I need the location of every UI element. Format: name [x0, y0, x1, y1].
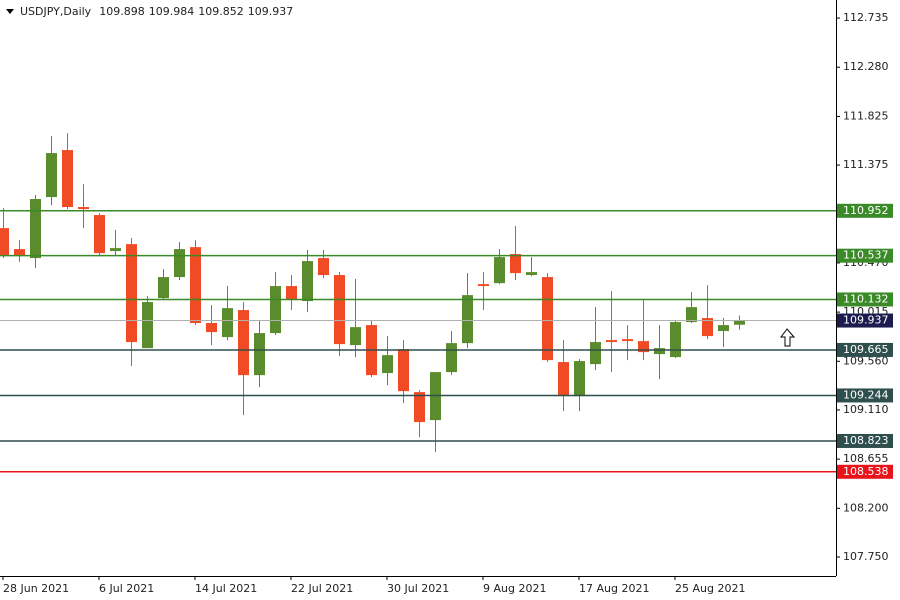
ohlc-readout: 109.984 [149, 5, 195, 18]
candle-body [382, 355, 393, 374]
candle-body [174, 249, 185, 278]
candle-body [414, 392, 425, 423]
candle-body [670, 322, 681, 358]
y-tick-label: 112.735 [843, 11, 889, 24]
candle-body [14, 249, 25, 256]
candle-body [542, 277, 553, 361]
level-label: 110.952 [843, 204, 889, 217]
x-tick-label: 25 Aug 2021 [675, 582, 745, 595]
shift-arrow[interactable] [780, 328, 796, 347]
candle-body [350, 327, 361, 346]
candle-body [686, 307, 697, 323]
candle-body [494, 257, 505, 284]
candle-body [334, 275, 345, 345]
x-tick-label: 22 Jul 2021 [291, 582, 353, 595]
candle-body [718, 325, 729, 332]
candle-body [302, 261, 313, 302]
level-label: 109.665 [843, 343, 889, 356]
candle-body [254, 333, 265, 376]
ohlc-readout: 109.852 [198, 5, 244, 18]
candle-body [574, 361, 585, 397]
candle-body [270, 286, 281, 334]
level-label-box [837, 388, 893, 403]
candle-body [78, 207, 89, 210]
x-tick-label: 28 Jun 2021 [3, 582, 69, 595]
candle-body [526, 272, 537, 276]
candle-body [126, 244, 137, 343]
y-tick-label: 112.280 [843, 60, 889, 73]
candle-body [110, 248, 121, 252]
y-tick-label: 111.825 [843, 109, 889, 122]
level-label-box [837, 292, 893, 307]
candle-body [590, 342, 601, 365]
current-price-label: 109.937 [843, 314, 889, 327]
candle-body [478, 284, 489, 287]
candle-body [158, 277, 169, 299]
ohlc-readout: 109.898 [99, 5, 145, 18]
candle-body [286, 286, 297, 300]
candle-body [510, 254, 521, 274]
level-label: 108.538 [843, 465, 889, 478]
menu-arrow[interactable] [6, 9, 14, 14]
candle-body [702, 318, 713, 337]
level-label: 108.823 [843, 434, 889, 447]
candle-body [318, 258, 329, 276]
y-tick-label: 107.750 [843, 550, 889, 563]
candle-body [190, 247, 201, 324]
candle-body [62, 150, 73, 208]
y-tick-label: 111.375 [843, 158, 889, 171]
current-price-box [837, 313, 893, 328]
x-tick-label: 30 Jul 2021 [387, 582, 449, 595]
x-tick-label: 9 Aug 2021 [483, 582, 546, 595]
candle-body [638, 341, 649, 353]
x-tick-label: 17 Aug 2021 [579, 582, 649, 595]
candle-body [446, 343, 457, 373]
level-label-box [837, 464, 893, 479]
level-label-box [837, 248, 893, 263]
level-label: 110.132 [843, 292, 889, 305]
y-tick-label: 108.200 [843, 501, 889, 514]
candle-body [0, 228, 9, 256]
candle-body [238, 310, 249, 376]
y-tick-label: 109.560 [843, 354, 889, 367]
shift-icon[interactable] [780, 328, 796, 347]
x-tick-label: 6 Jul 2021 [99, 582, 154, 595]
y-tick-label: 109.110 [843, 403, 889, 416]
candle-body [654, 348, 665, 355]
level-label: 110.537 [843, 249, 889, 262]
candle-body [622, 339, 633, 342]
y-tick-label: 108.655 [843, 452, 889, 465]
ohlc-readout: 109.937 [248, 5, 294, 18]
level-label-box [837, 342, 893, 357]
level-label: 109.244 [843, 388, 889, 401]
candle-body [222, 308, 233, 338]
chart-title: USDJPY,Daily [20, 5, 92, 18]
candle-body [30, 199, 41, 259]
candle-body [206, 323, 217, 333]
level-label-box [837, 203, 893, 218]
candle-body [734, 320, 745, 325]
candle-body [46, 153, 57, 198]
x-tick-label: 14 Jul 2021 [195, 582, 257, 595]
candle-body [462, 295, 473, 344]
candle-body [398, 349, 409, 392]
candle-body [142, 302, 153, 349]
candle-body [94, 215, 105, 254]
candle-body [606, 340, 617, 343]
candle-body [558, 362, 569, 397]
level-label-box [837, 433, 893, 448]
